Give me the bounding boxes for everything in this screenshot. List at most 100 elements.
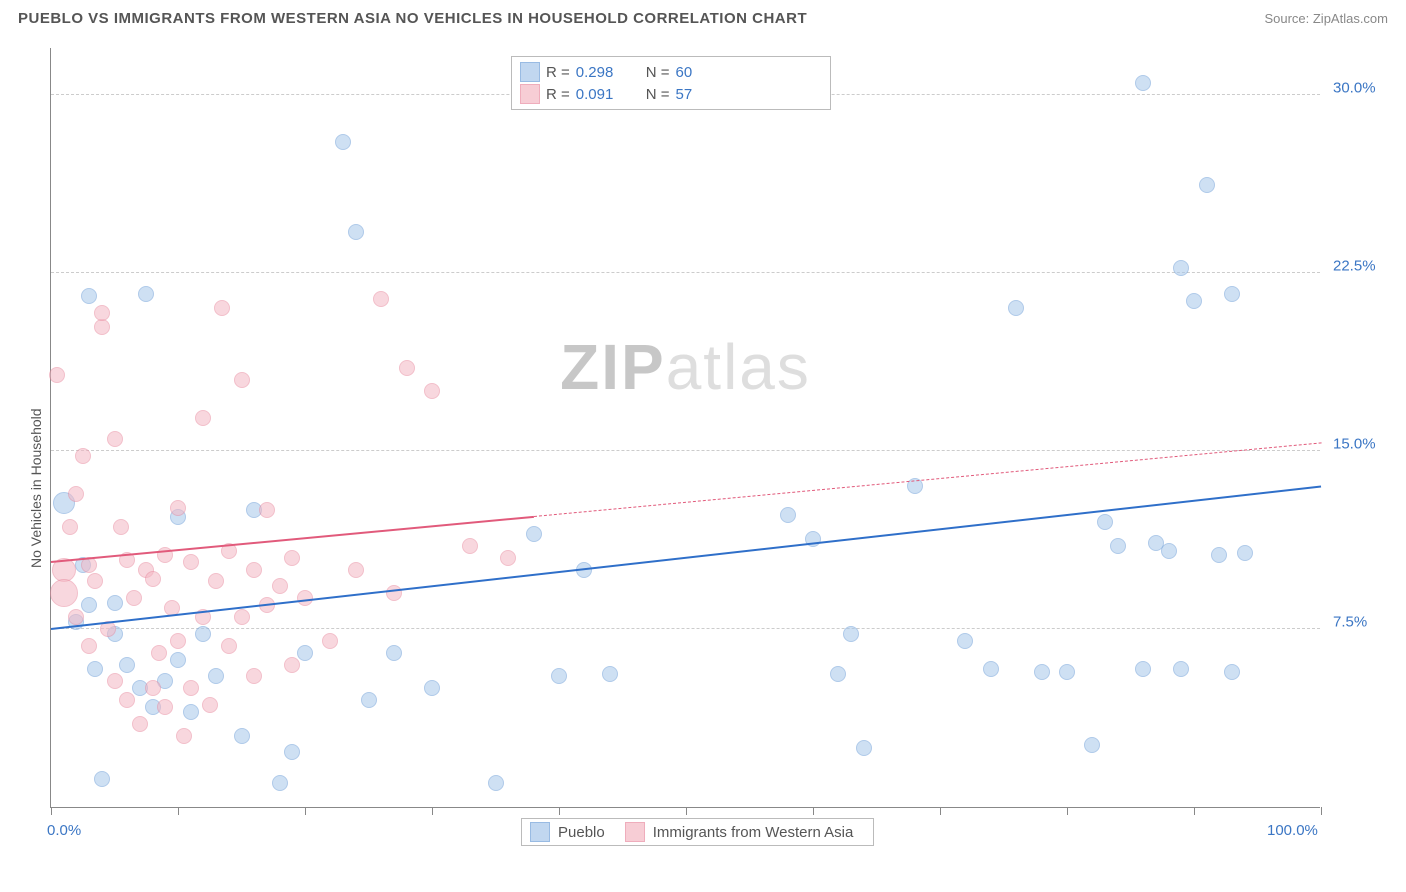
legend-label: Pueblo xyxy=(558,824,605,841)
data-point xyxy=(830,666,846,682)
data-point xyxy=(202,697,218,713)
plot-area: ZIPatlas 7.5%15.0%22.5%30.0%0.0%100.0%R … xyxy=(50,48,1320,808)
data-point xyxy=(119,692,135,708)
data-point xyxy=(284,657,300,673)
data-point xyxy=(208,668,224,684)
data-point xyxy=(1224,664,1240,680)
data-point xyxy=(1034,664,1050,680)
data-point xyxy=(284,550,300,566)
data-point xyxy=(49,367,65,383)
data-point xyxy=(297,645,313,661)
data-point xyxy=(170,652,186,668)
data-point xyxy=(1199,177,1215,193)
data-point xyxy=(1161,543,1177,559)
y-tick-label: 15.0% xyxy=(1333,435,1376,452)
data-point xyxy=(195,410,211,426)
data-point xyxy=(183,680,199,696)
y-tick-label: 7.5% xyxy=(1333,613,1367,630)
stats-row: R =0.298N =60 xyxy=(520,61,822,83)
data-point xyxy=(1224,286,1240,302)
y-tick-label: 30.0% xyxy=(1333,79,1376,96)
y-axis-label: No Vehicles in Household xyxy=(28,408,44,568)
data-point xyxy=(361,692,377,708)
stats-row: R =0.091N =57 xyxy=(520,83,822,105)
data-point xyxy=(234,609,250,625)
data-point xyxy=(348,562,364,578)
data-point xyxy=(386,585,402,601)
chart-title: PUEBLO VS IMMIGRANTS FROM WESTERN ASIA N… xyxy=(18,10,807,27)
stats-legend: R =0.298N =60R =0.091N =57 xyxy=(511,56,831,110)
data-point xyxy=(335,134,351,150)
data-point xyxy=(856,740,872,756)
data-point xyxy=(386,645,402,661)
legend-swatch xyxy=(520,84,540,104)
data-point xyxy=(176,728,192,744)
data-point xyxy=(81,638,97,654)
data-point xyxy=(322,633,338,649)
data-point xyxy=(246,668,262,684)
data-point xyxy=(170,500,186,516)
data-point xyxy=(234,728,250,744)
data-point xyxy=(214,300,230,316)
data-point xyxy=(424,680,440,696)
x-tick xyxy=(686,807,687,815)
legend-label: Immigrants from Western Asia xyxy=(653,824,854,841)
data-point xyxy=(68,609,84,625)
data-point xyxy=(87,661,103,677)
data-point xyxy=(1084,737,1100,753)
data-point xyxy=(1173,260,1189,276)
data-point xyxy=(157,699,173,715)
data-point xyxy=(983,661,999,677)
data-point xyxy=(119,657,135,673)
data-point xyxy=(132,716,148,732)
data-point xyxy=(259,502,275,518)
data-point xyxy=(399,360,415,376)
y-tick-label: 22.5% xyxy=(1333,257,1376,274)
x-tick xyxy=(432,807,433,815)
trend-line xyxy=(51,485,1321,629)
data-point xyxy=(94,319,110,335)
data-point xyxy=(373,291,389,307)
data-point xyxy=(107,431,123,447)
x-tick xyxy=(813,807,814,815)
data-point xyxy=(1059,664,1075,680)
data-point xyxy=(234,372,250,388)
x-tick xyxy=(1067,807,1068,815)
data-point xyxy=(87,573,103,589)
data-point xyxy=(94,771,110,787)
x-tick xyxy=(178,807,179,815)
data-point xyxy=(1186,293,1202,309)
series-legend: Pueblo Immigrants from Western Asia xyxy=(521,818,874,846)
data-point xyxy=(68,486,84,502)
data-point xyxy=(246,562,262,578)
trend-line xyxy=(534,442,1321,517)
legend-swatch xyxy=(520,62,540,82)
data-point xyxy=(1211,547,1227,563)
data-point xyxy=(107,673,123,689)
x-tick xyxy=(51,807,52,815)
data-point xyxy=(107,595,123,611)
data-point xyxy=(1135,75,1151,91)
data-point xyxy=(113,519,129,535)
data-point xyxy=(145,680,161,696)
data-point xyxy=(170,633,186,649)
data-point xyxy=(1135,661,1151,677)
legend-swatch xyxy=(530,822,550,842)
data-point xyxy=(284,744,300,760)
gridline-h xyxy=(51,272,1320,273)
data-point xyxy=(50,579,78,607)
data-point xyxy=(221,638,237,654)
data-point xyxy=(462,538,478,554)
data-point xyxy=(843,626,859,642)
data-point xyxy=(780,507,796,523)
data-point xyxy=(1173,661,1189,677)
data-point xyxy=(348,224,364,240)
data-point xyxy=(602,666,618,682)
data-point xyxy=(424,383,440,399)
x-tick xyxy=(559,807,560,815)
data-point xyxy=(81,288,97,304)
gridline-h xyxy=(51,450,1320,451)
chart-container: No Vehicles in Household ZIPatlas 7.5%15… xyxy=(50,48,1360,838)
data-point xyxy=(145,571,161,587)
x-max-label: 100.0% xyxy=(1267,822,1318,839)
